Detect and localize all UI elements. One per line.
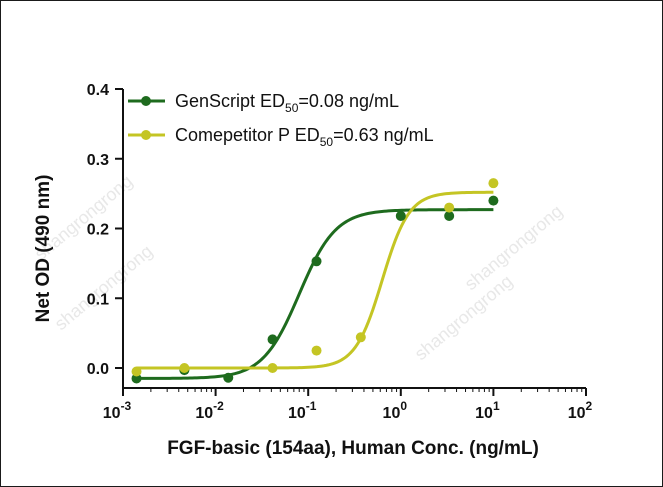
- legend-marker-2: [141, 130, 151, 140]
- legend: GenScript ED50=0.08 ng/mL Comepetitor P E…: [128, 91, 434, 149]
- data-point-series-1: [223, 372, 234, 383]
- legend-label-1: GenScript ED50=0.08 ng/mL: [175, 91, 399, 115]
- data-point-series-1: [395, 210, 406, 221]
- y-tick-label: 0.2: [87, 222, 109, 239]
- watermark-layer: shangrongrong shangrongrongshangrongrongs…: [31, 171, 567, 364]
- data-point-series-2: [179, 363, 190, 373]
- watermark-text: shangrongrong: [51, 241, 157, 334]
- legend-marker-1: [141, 96, 151, 106]
- fit-curve-series-2: [136, 190, 494, 370]
- x-axis-title: FGF-basic (154aa), Human Conc. (ng/mL): [167, 438, 539, 459]
- x-tick-label: 101: [475, 399, 500, 422]
- x-tick-label: 10-3: [103, 399, 132, 422]
- data-point-series-2: [131, 366, 142, 377]
- y-axis-title: Net OD (490 nm): [33, 175, 54, 323]
- x-tick-label: 10-1: [288, 399, 317, 422]
- x-tick-label: 10-2: [195, 399, 224, 422]
- data-point-series-2: [355, 332, 366, 343]
- data-point-series-1: [488, 195, 499, 206]
- data-point-series-2: [444, 202, 455, 213]
- y-tick-label: 0.4: [87, 82, 109, 99]
- y-tick-label: 0.1: [87, 291, 109, 308]
- watermark-text: shangrongrong: [411, 271, 517, 364]
- watermark-text: shangrongrong: [461, 201, 567, 294]
- y-tick-label: 0.0: [87, 361, 109, 378]
- data-point-series-2: [267, 363, 278, 373]
- data-point-series-1: [444, 210, 455, 221]
- data-point-series-1: [311, 256, 322, 267]
- data-points: [131, 178, 499, 384]
- x-tick-label: 102: [568, 399, 593, 422]
- data-point-series-1: [131, 373, 142, 384]
- legend-label-2: Comepetitor P ED50=0.63 ng/mL: [175, 125, 434, 149]
- y-tick-label: 0.3: [87, 152, 109, 169]
- axes: 0.0 0.1 0.2 0.3 0.4 10-3 10-2 10-1 100 101 102: [87, 82, 593, 422]
- data-point-series-2: [311, 345, 322, 356]
- data-point-series-1: [267, 334, 278, 345]
- x-tick-label: 100: [383, 399, 408, 422]
- data-point-series-2: [488, 178, 499, 189]
